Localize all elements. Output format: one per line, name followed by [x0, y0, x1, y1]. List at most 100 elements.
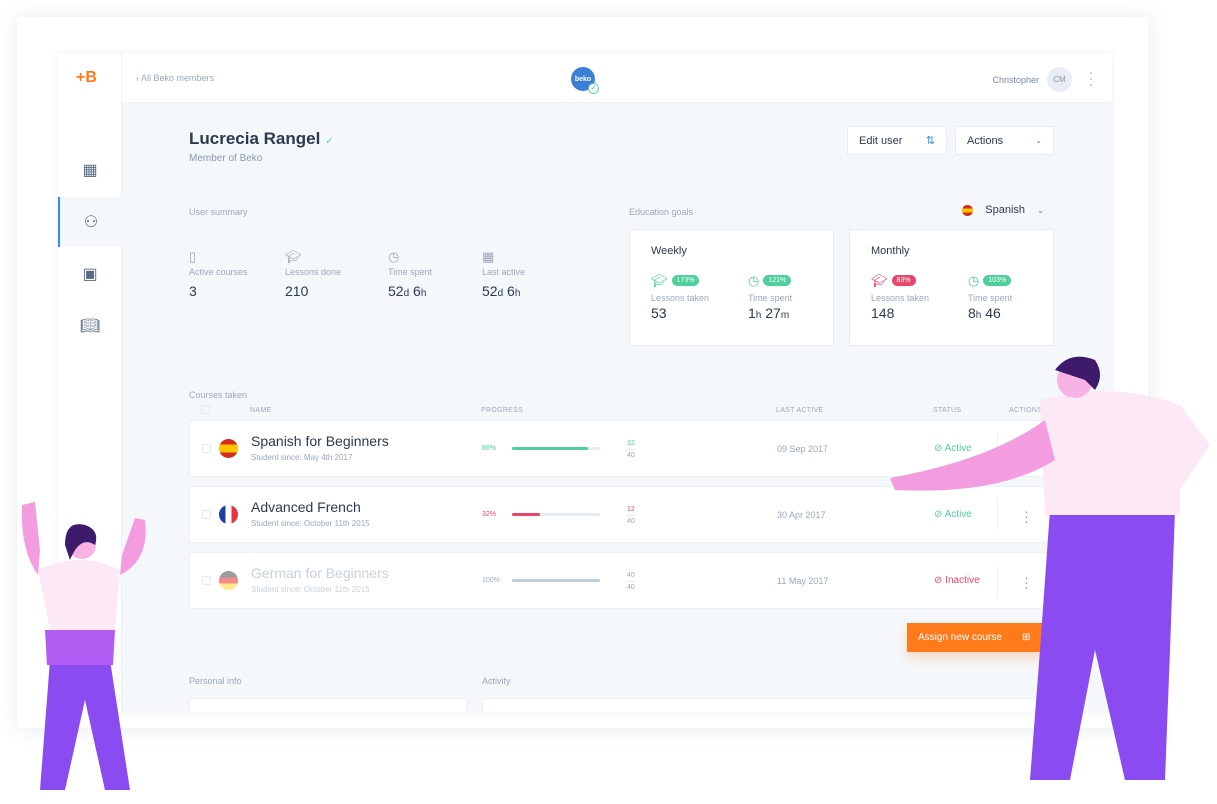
last-active-date: 09 Sep 2017 — [777, 444, 829, 454]
folder-plus-icon: ⊞ — [1021, 632, 1031, 643]
goal-label: Lessons taken — [871, 293, 930, 303]
assign-button-label: Assign new course — [918, 632, 1002, 643]
unit: d — [403, 288, 410, 299]
personal-info-heading: Personal info — [189, 676, 242, 686]
progress-bar — [512, 513, 600, 516]
sliders-icon: ⇅ — [925, 135, 935, 147]
chevron-down-icon: ⌄ — [1037, 205, 1044, 215]
assign-new-course-button[interactable]: Assign new course ⊞ — [907, 623, 1057, 652]
progress-bar — [512, 579, 600, 582]
goal-value: 148 — [871, 305, 895, 321]
column-header-progress[interactable]: PROGRESS — [481, 407, 524, 414]
course-row[interactable]: Advanced French Student since: October 1… — [189, 486, 1054, 543]
verified-icon: ✓ — [325, 136, 334, 147]
presentation-board-icon[interactable]: ▣ — [82, 266, 98, 283]
progress-fill — [512, 447, 588, 450]
stat-value: 52d 6h — [388, 283, 432, 299]
figure-right-arm — [120, 518, 146, 575]
graduation-cap-icon: 🎓︎ — [285, 249, 302, 264]
verified-icon: ✓ — [588, 83, 599, 94]
education-goals-heading: Education goals — [629, 207, 694, 217]
card-title: Monthly — [871, 245, 910, 257]
lessons-fraction: 40 40 — [627, 570, 635, 593]
user-name: Christopher — [992, 74, 1039, 85]
row-checkbox[interactable] — [202, 510, 211, 519]
stat-value: 3 — [189, 283, 197, 299]
progress-percent: 100% — [482, 577, 500, 584]
goal-label: Time spent — [968, 293, 1013, 303]
unit: h — [975, 310, 982, 321]
more-vertical-icon[interactable]: ··· — [1024, 569, 1029, 595]
monthly-goals-card: Monthly 🎓︎ 83% Lessons taken 148 ◷ 103% Time … — [849, 229, 1054, 346]
course-row[interactable]: German for Beginners Student since: Octo… — [189, 552, 1054, 609]
more-vertical-icon[interactable]: ··· — [1088, 64, 1094, 92]
unit: h — [514, 288, 521, 299]
percent-badge: 103% — [983, 275, 1012, 287]
page-title: Lucrecia Rangel ✓ — [189, 129, 333, 149]
company-badge: beko ✓ — [571, 67, 599, 94]
student-since: Student since: October 11th 2015 — [251, 585, 370, 594]
user-menu[interactable]: Christopher CM — [992, 67, 1072, 92]
course-name[interactable]: German for Beginners — [251, 565, 389, 581]
edit-user-label: Edit user — [859, 134, 903, 147]
student-since: Student since: May 4th 2017 — [251, 453, 353, 462]
top-header: ‹ All Beko members beko ✓ Christopher CM ·… — [122, 53, 1112, 103]
course-row[interactable]: Spanish for Beginners Student since: May… — [189, 420, 1054, 477]
hours: 6 — [413, 283, 421, 299]
monthly-time-goal: ◷ 103% Time spent 8h 46 — [968, 272, 1012, 321]
user-full-name: Lucrecia Rangel — [189, 129, 321, 148]
stat-lessons-done: 🎓︎ Lessons done 210 — [285, 249, 341, 299]
calendar-icon: ▦ — [482, 249, 495, 264]
last-active-date: 11 May 2017 — [777, 576, 829, 586]
avatar[interactable]: CM — [1047, 67, 1072, 92]
weekly-lessons-goal: 🎓︎ 173% Lessons taken 53 — [651, 272, 709, 321]
company-logo-text: beko — [574, 75, 592, 83]
goal-value: 53 — [651, 305, 667, 321]
column-header-last-active[interactable]: LAST ACTIVE — [776, 407, 824, 414]
status-label: Inactive — [945, 575, 980, 586]
row-actions-menu[interactable]: ··· — [997, 565, 1055, 598]
language-select[interactable]: Spanish ⌄ — [962, 204, 1044, 216]
row-checkbox[interactable] — [202, 576, 211, 585]
figure-hair — [1055, 356, 1100, 390]
hours: 1 — [748, 305, 756, 321]
goal-value: 8h 46 — [968, 305, 1012, 321]
figure-hips — [45, 630, 115, 665]
courses-heading: Courses taken — [189, 390, 248, 400]
figure-hair — [65, 524, 97, 560]
graduation-cap-icon: 🎓︎ — [651, 272, 668, 288]
users-icon[interactable]: ⚇ — [58, 197, 122, 247]
status-badge: ⊘ Inactive — [934, 575, 980, 586]
select-all-checkbox[interactable] — [201, 405, 210, 414]
row-actions-menu[interactable]: ··· — [997, 499, 1055, 532]
column-header-name[interactable]: NAME — [250, 407, 272, 414]
check-circle-icon: ⊘ — [934, 443, 943, 454]
edit-user-button[interactable]: Edit user ⇅ — [847, 126, 947, 155]
course-name[interactable]: Advanced French — [251, 499, 361, 515]
stat-last-active: ▦ Last active 52d 6h — [482, 249, 525, 299]
chevron-left-icon: ‹ — [136, 73, 142, 83]
lessons-total: 40 — [627, 452, 635, 459]
column-header-status[interactable]: STATUS — [933, 407, 962, 414]
stat-time-spent: ◷ Time spent 52d 6h — [388, 249, 432, 299]
dashboard-grid-icon[interactable]: ▦ — [82, 162, 98, 179]
row-checkbox[interactable] — [202, 444, 211, 453]
course-name[interactable]: Spanish for Beginners — [251, 433, 389, 449]
status-label: Active — [944, 509, 972, 520]
language-label: Spanish — [985, 204, 1026, 216]
ban-icon: ⊘ — [934, 575, 943, 586]
actions-label: Actions — [967, 134, 1004, 147]
lessons-done: 40 — [627, 570, 635, 582]
chevron-down-icon: ⌄ — [1035, 136, 1042, 145]
unit: m — [780, 310, 790, 321]
status-badge: ⊘ Active — [934, 509, 972, 520]
figure-shirt — [1040, 391, 1210, 515]
more-vertical-icon[interactable]: ··· — [1024, 503, 1029, 529]
back-link[interactable]: ‹ All Beko members — [136, 73, 214, 83]
percent-badge: 173% — [671, 275, 700, 287]
app-logo[interactable]: +B — [76, 69, 97, 86]
lessons-done: 12 — [627, 504, 635, 516]
book-icon[interactable]: 📖︎ — [79, 318, 101, 335]
goal-value: 1h 27m — [748, 305, 792, 321]
actions-dropdown[interactable]: Actions ⌄ — [955, 126, 1054, 155]
